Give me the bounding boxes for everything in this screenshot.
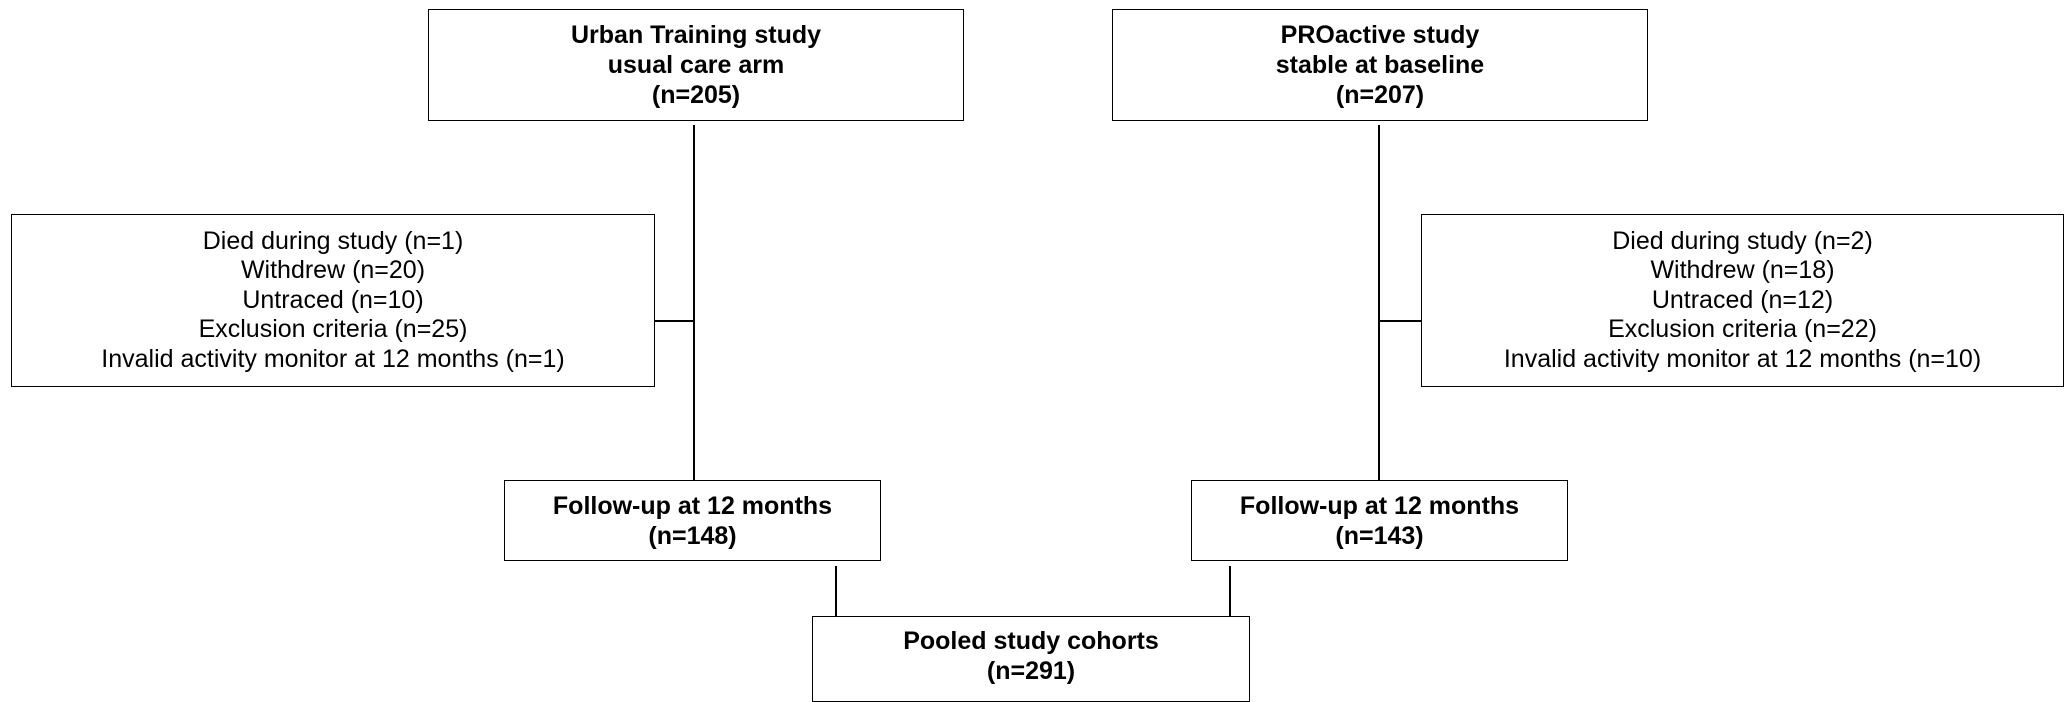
exclusion-left-line-4: Exclusion criteria (n=25) [198,315,468,344]
followup-left-line-1: Follow-up at 12 months [552,491,833,520]
connector-urban-to-followup [693,125,695,480]
followup-right-line-1: Follow-up at 12 months [1239,491,1520,520]
exclusion-left-line-5: Invalid activity monitor at 12 months (n… [101,344,565,373]
exclusion-right-box: Died during study (n=2) Withdrew (n=18) … [1421,214,2064,387]
proactive-box: PROactive study stable at baseline (n=20… [1112,9,1648,121]
connector-followup-right-to-pooled [1229,566,1231,616]
exclusion-right-line-1: Died during study (n=2) [1612,226,1873,255]
proactive-line-2: stable at baseline [1275,51,1485,79]
connector-proactive-exclusion [1378,320,1421,322]
exclusion-left-box: Died during study (n=1) Withdrew (n=20) … [11,214,655,387]
exclusion-left-line-2: Withdrew (n=20) [240,256,426,285]
connector-followup-left-to-pooled [835,566,837,616]
proactive-line-3: (n=207) [1335,81,1425,109]
followup-left-box: Follow-up at 12 months (n=148) [504,480,881,561]
pooled-cohorts-box: Pooled study cohorts (n=291) [812,616,1250,702]
urban-training-line-1: Urban Training study [570,21,822,49]
connector-urban-exclusion [655,320,694,322]
followup-left-line-2: (n=148) [648,521,737,550]
pooled-line-2: (n=291) [986,657,1076,685]
urban-training-line-3: (n=205) [651,81,741,109]
exclusion-left-line-1: Died during study (n=1) [202,226,464,255]
exclusion-right-line-4: Exclusion criteria (n=22) [1608,315,1877,344]
exclusion-left-line-3: Untraced (n=10) [242,285,424,314]
followup-right-box: Follow-up at 12 months (n=143) [1191,480,1568,561]
pooled-line-1: Pooled study cohorts [903,627,1159,655]
followup-right-line-2: (n=143) [1335,521,1424,550]
exclusion-right-line-5: Invalid activity monitor at 12 months (n… [1503,344,1982,373]
proactive-line-1: PROactive study [1280,21,1480,49]
exclusion-right-line-2: Withdrew (n=18) [1650,256,1835,285]
urban-training-box: Urban Training study usual care arm (n=2… [428,9,964,121]
connector-proactive-to-followup [1378,125,1380,480]
urban-training-line-2: usual care arm [607,51,785,79]
exclusion-right-line-3: Untraced (n=12) [1651,285,1834,314]
